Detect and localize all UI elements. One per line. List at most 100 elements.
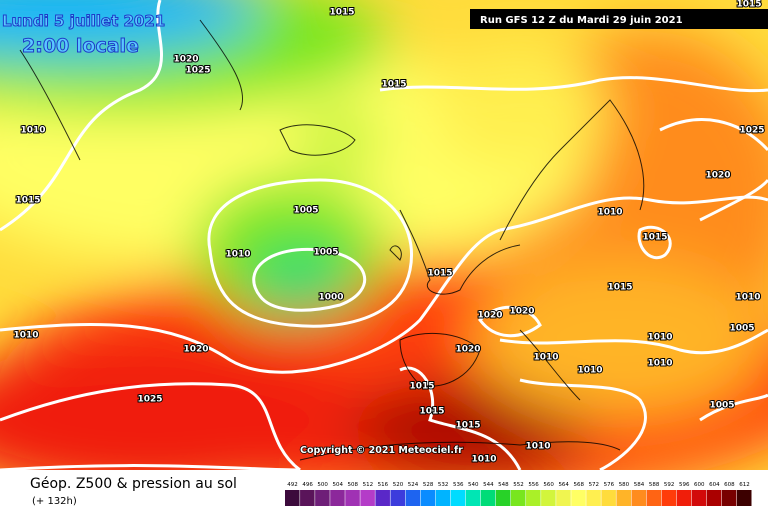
field [0, 0, 768, 470]
scale-swatch [601, 490, 616, 506]
isobar-label: 1010 [647, 359, 672, 369]
color-scale: 492 496 500 504 508 512 516 520 524 528 532 536 540 5… [285, 482, 752, 506]
scale-label: 524 [408, 482, 419, 488]
scale-swatch [571, 490, 586, 506]
scale-label: 568 [574, 482, 585, 488]
isobar-label: 1010 [20, 126, 45, 136]
scale-label: 520 [393, 482, 404, 488]
isobar-label: 1015 [409, 382, 434, 392]
isobar-label: 1005 [729, 324, 754, 334]
scale-swatch [676, 490, 692, 506]
scale-swatch [390, 490, 406, 506]
scale-label: 504 [332, 482, 343, 488]
scale-label: 528 [423, 482, 434, 488]
scale-swatch [706, 490, 722, 506]
isobar-label: 1020 [183, 345, 208, 355]
scale-label: 580 [619, 482, 630, 488]
scale-label: 496 [302, 482, 313, 488]
isobar-label: 1005 [709, 401, 734, 411]
isobar-label: 1020 [705, 171, 730, 181]
scale-swatch [360, 490, 375, 506]
scale-swatch [721, 490, 737, 506]
scale-label: 576 [604, 482, 615, 488]
scale-label: 492 [287, 482, 298, 488]
scale-label: 608 [724, 482, 735, 488]
scale-swatch [375, 490, 390, 506]
scale-label: 584 [634, 482, 645, 488]
scale-swatch [495, 490, 511, 506]
isobar-label: 1005 [293, 206, 318, 216]
scale-swatch [345, 490, 360, 506]
scale-swatch [465, 490, 481, 506]
scale-label: 592 [664, 482, 675, 488]
isobar-label: 1010 [471, 455, 496, 465]
scale-swatch [526, 490, 541, 506]
time-label: 2:00 locale [22, 35, 139, 57]
scale-swatch [315, 490, 330, 506]
scale-label: 508 [348, 482, 359, 488]
isobar-label: 1010 [525, 442, 550, 452]
isobar-label: 1010 [735, 293, 760, 303]
scale-swatch [450, 490, 466, 506]
isobar-label: 1015 [15, 196, 40, 206]
scale-swatch [330, 490, 345, 506]
scale-label: 532 [438, 482, 449, 488]
isobar-label: 1020 [173, 55, 198, 65]
isobar-label: 1025 [739, 126, 764, 136]
isobar-label: 1015 [455, 421, 480, 431]
scale-label: 512 [363, 482, 374, 488]
scale-swatch [435, 490, 451, 506]
scale-swatch [616, 490, 631, 506]
scale-label: 548 [498, 482, 509, 488]
coastlines [19, 19, 645, 461]
scale-label: 604 [709, 482, 720, 488]
scale-swatch [556, 490, 571, 506]
scale-label: 564 [558, 482, 569, 488]
scale-swatch [661, 490, 677, 506]
scale-label: 544 [483, 482, 494, 488]
scale-label: 596 [679, 482, 690, 488]
scale-label: 612 [739, 482, 750, 488]
scale-label: 516 [378, 482, 389, 488]
isobar-label: 1025 [137, 395, 162, 405]
scale-label: 556 [528, 482, 539, 488]
isobar-label: 1020 [509, 307, 534, 317]
scale-swatch [480, 490, 496, 506]
scale-label: 600 [694, 482, 705, 488]
isobar-label: 1015 [419, 407, 444, 417]
isobar-label: 1015 [427, 269, 452, 279]
isobar-label: 1015 [736, 0, 761, 10]
isobar-label: 1010 [597, 208, 622, 218]
date-label: Lundi 5 juillet 2021 [2, 12, 165, 30]
isobar-label: 1020 [477, 311, 502, 321]
scale-swatch [420, 490, 436, 506]
scale-swatch [405, 490, 421, 506]
scale-label: 540 [468, 482, 479, 488]
isobar-label: 1000 [318, 293, 343, 303]
scale-label: 572 [589, 482, 600, 488]
isobar-label: 1010 [647, 333, 672, 343]
scale-label: 500 [317, 482, 328, 488]
isobar-label: 1015 [381, 80, 406, 90]
isobar-label: 1010 [577, 366, 602, 376]
scale-swatch [691, 490, 707, 506]
scale-label: 588 [649, 482, 660, 488]
scale-swatch [631, 490, 647, 506]
scale-swatch [300, 490, 315, 506]
isobar-label: 1025 [185, 66, 210, 76]
scale-swatch [736, 490, 752, 506]
isobar-label: 1010 [13, 331, 38, 341]
isobar-label: 1015 [329, 8, 354, 18]
isobar-label: 1020 [455, 345, 480, 355]
scale-swatch [586, 490, 601, 506]
isobar-label: 1010 [533, 353, 558, 363]
scale-swatch [285, 490, 300, 506]
run-box [470, 9, 768, 29]
footer-lead: (+ 132h) [32, 496, 77, 507]
isobars [0, 0, 768, 470]
isobar-label: 1005 [313, 248, 338, 258]
copyright: Copyright © 2021 Meteociel.fr [300, 445, 463, 456]
isobar-label: 1015 [642, 233, 667, 243]
